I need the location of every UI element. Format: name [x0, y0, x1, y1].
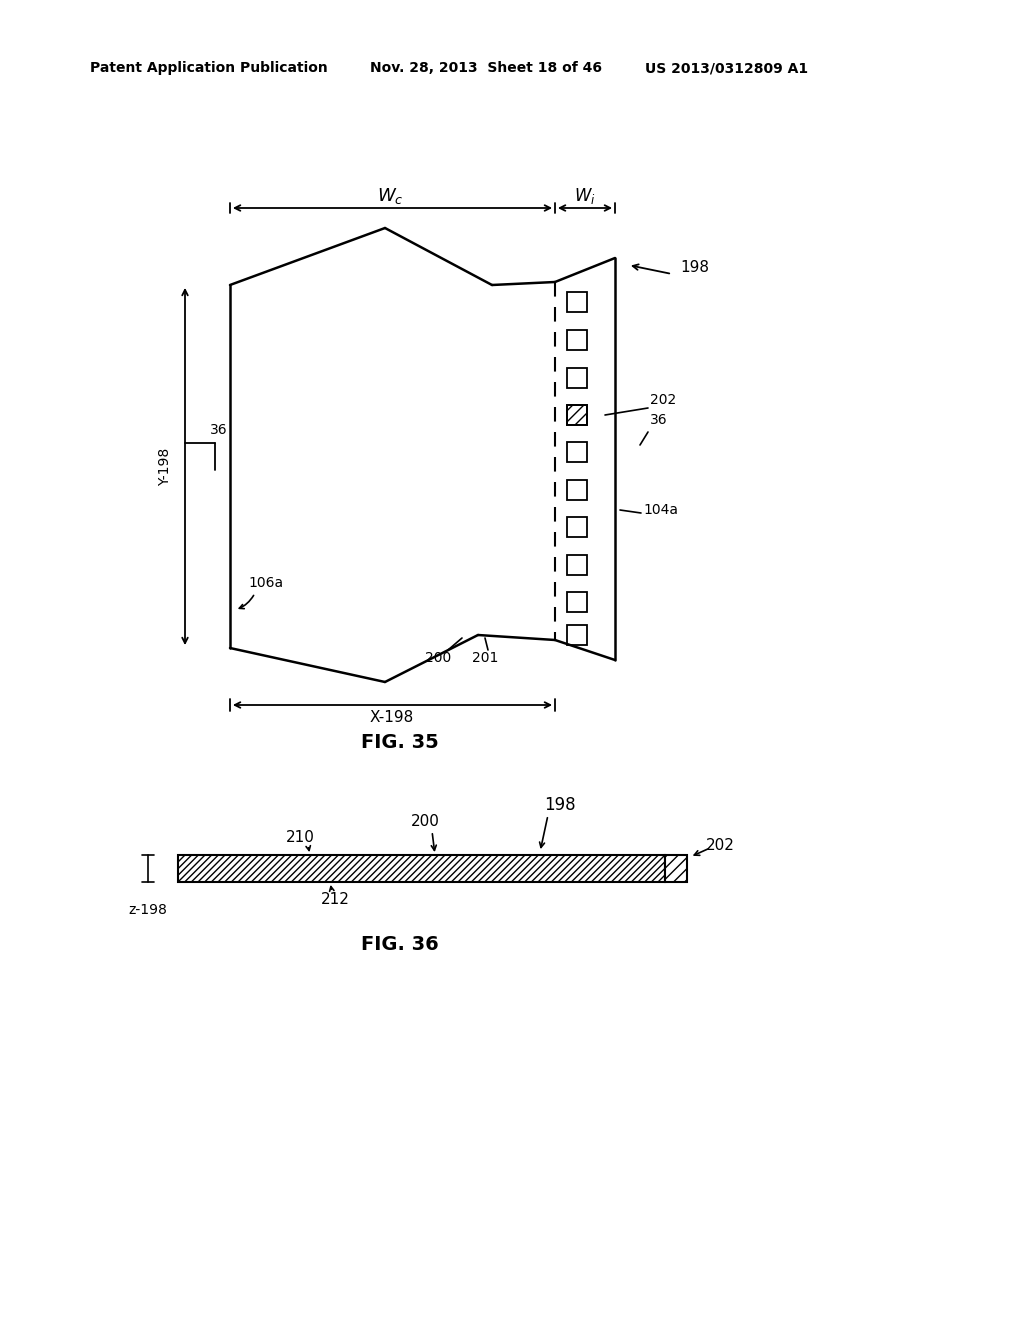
Text: Y-198: Y-198: [158, 447, 172, 486]
Bar: [665, 855, 687, 882]
Text: 36: 36: [650, 413, 668, 426]
Bar: [567, 292, 587, 312]
Text: X-198: X-198: [370, 710, 414, 726]
Text: 36: 36: [210, 422, 227, 437]
Text: FIG. 35: FIG. 35: [361, 733, 439, 751]
Bar: [567, 517, 587, 537]
Bar: [567, 591, 587, 612]
Bar: [567, 405, 587, 425]
Text: 198: 198: [680, 260, 709, 276]
Text: US 2013/0312809 A1: US 2013/0312809 A1: [645, 61, 808, 75]
Bar: [178, 855, 665, 882]
Text: $W_i$: $W_i$: [574, 186, 596, 206]
Text: 212: 212: [321, 892, 349, 908]
Bar: [567, 405, 587, 425]
Bar: [567, 624, 587, 645]
Text: 202: 202: [650, 393, 676, 407]
Text: 200: 200: [425, 651, 452, 665]
Text: 210: 210: [286, 830, 314, 846]
Text: Patent Application Publication: Patent Application Publication: [90, 61, 328, 75]
Text: 104a: 104a: [643, 503, 678, 517]
Bar: [567, 480, 587, 500]
Text: 198: 198: [544, 796, 575, 814]
Text: 106a: 106a: [248, 576, 283, 590]
Text: $W_c$: $W_c$: [377, 186, 403, 206]
Bar: [567, 554, 587, 576]
Text: 200: 200: [411, 814, 439, 829]
Bar: [567, 368, 587, 388]
Text: FIG. 36: FIG. 36: [361, 936, 439, 954]
Text: 202: 202: [706, 837, 734, 853]
Text: 201: 201: [472, 651, 499, 665]
Bar: [567, 330, 587, 350]
Text: z-198: z-198: [129, 903, 168, 917]
Text: Nov. 28, 2013  Sheet 18 of 46: Nov. 28, 2013 Sheet 18 of 46: [370, 61, 602, 75]
Bar: [567, 442, 587, 462]
